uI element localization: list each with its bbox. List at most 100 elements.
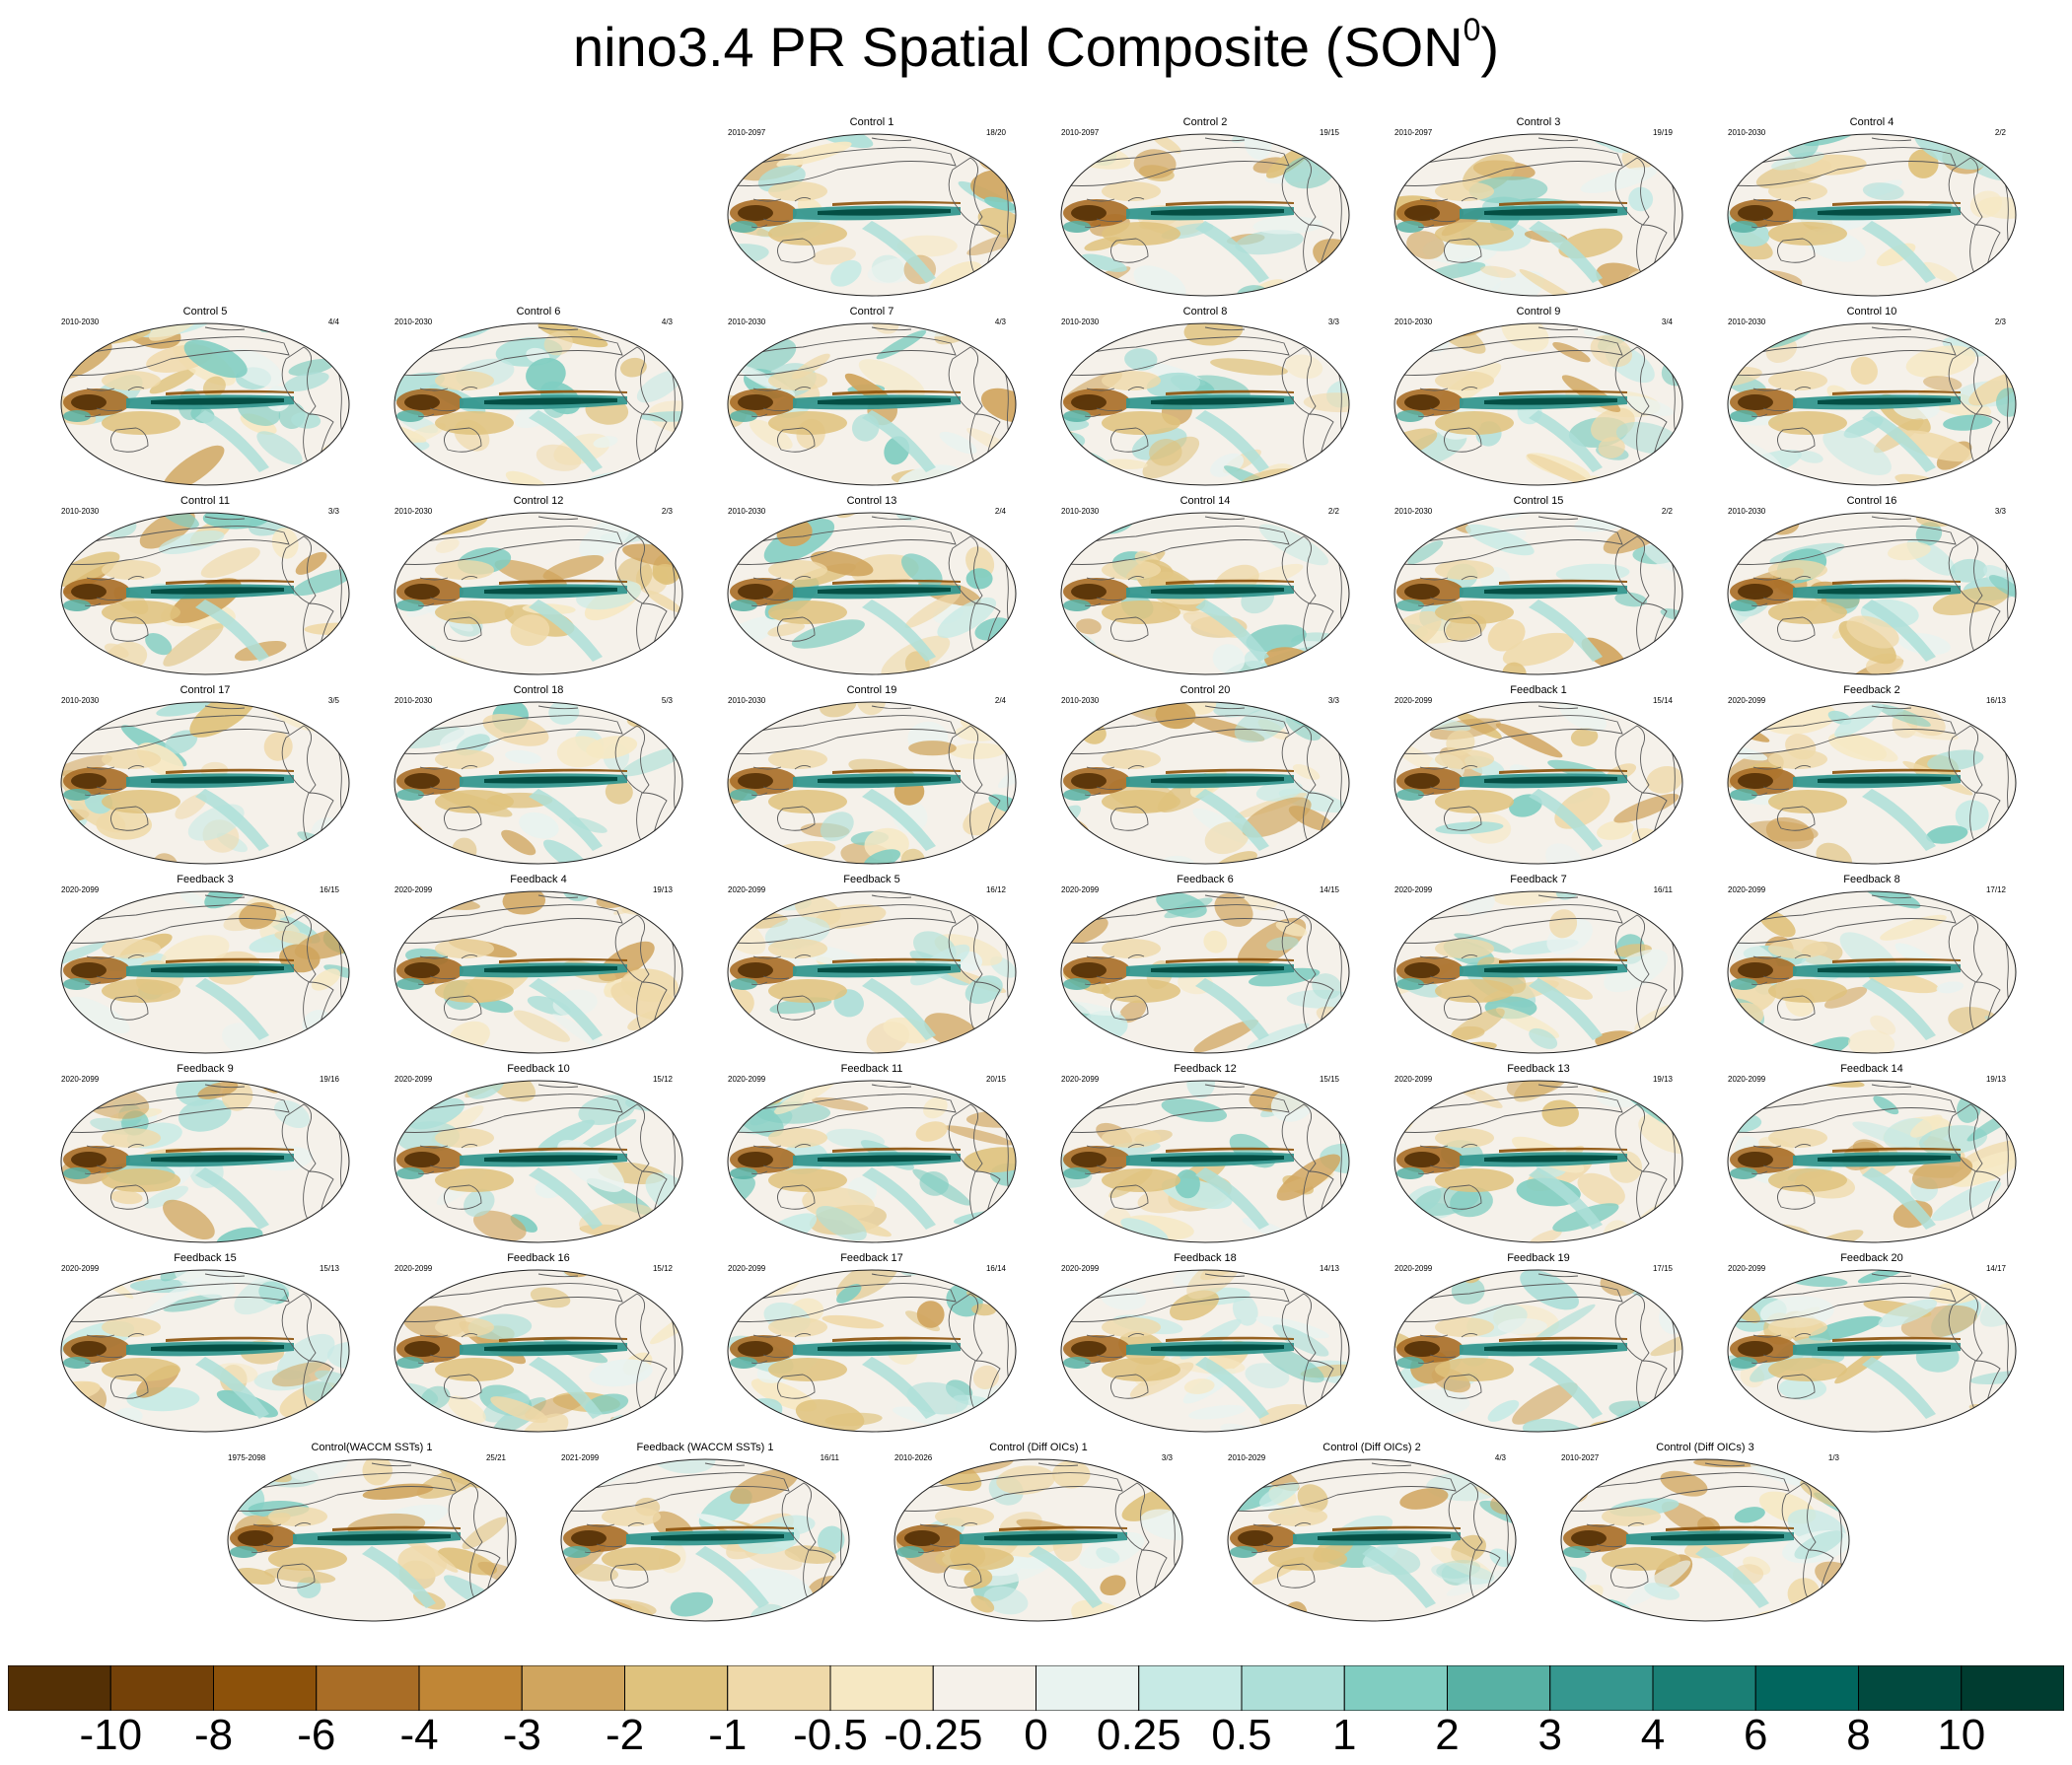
composite-map: [1060, 322, 1350, 486]
panel-event-count: 2/2: [1327, 507, 1339, 516]
panel-event-count: 2/2: [1994, 128, 2006, 137]
colorbar-segment: [109, 1665, 214, 1711]
panel-title: Feedback 18: [1174, 1252, 1237, 1264]
panel-period: 2010-2027: [1561, 1453, 1600, 1462]
panel-period: 2020-2099: [1728, 1264, 1766, 1273]
panel-period: 2010-2030: [61, 507, 100, 516]
panel-event-count: 2/2: [1661, 507, 1673, 516]
panel-title: Control(WACCM SSTs) 1: [311, 1442, 433, 1453]
map-panel: Control 5 2010-2030 4/4: [57, 306, 353, 488]
panel-period: 2010-2030: [394, 507, 433, 516]
composite-map: [1060, 133, 1350, 297]
panel-title: Feedback 12: [1174, 1063, 1237, 1075]
composite-map: [1727, 133, 2017, 297]
panel-period: 2020-2099: [1728, 696, 1766, 705]
composite-map: [1727, 890, 2017, 1054]
composite-map: [1227, 1458, 1517, 1622]
composite-map: [393, 322, 683, 486]
panel-period: 2010-2030: [1394, 318, 1433, 326]
map-panel: Feedback 16 2020-2099 15/12: [391, 1252, 686, 1435]
panel-event-count: 16/12: [985, 885, 1006, 894]
colorbar-tick-label: 4: [1640, 1711, 1666, 1759]
map-panel: Feedback 5 2020-2099 16/12: [724, 874, 1020, 1056]
panel-title: Feedback 17: [840, 1252, 903, 1264]
composite-map: [1393, 1269, 1683, 1433]
map-panel: Feedback 6 2020-2099 14/15: [1057, 874, 1353, 1056]
panel-event-count: 15/12: [652, 1264, 673, 1273]
colorbar-segment: [932, 1665, 1036, 1711]
composite-map: [1393, 1080, 1683, 1243]
panel-title: Feedback 5: [843, 874, 900, 885]
colorbar-segment: [1036, 1665, 1140, 1711]
composite-map: [1560, 1458, 1850, 1622]
panel-title: Feedback 14: [1840, 1063, 1903, 1075]
colorbar-segment: [1138, 1665, 1243, 1711]
panel-period: 2010-2097: [728, 128, 766, 137]
map-panel: Feedback (WACCM SSTs) 1 2021-2099 16/11: [557, 1442, 853, 1624]
composite-map: [393, 1269, 683, 1433]
panel-period: 2020-2099: [394, 1264, 433, 1273]
panel-event-count: 16/11: [1653, 885, 1673, 894]
panel-event-count: 1/3: [1827, 1453, 1839, 1462]
panel-period: 2020-2099: [1728, 1075, 1766, 1084]
colorbar-tick-label: -10: [79, 1711, 143, 1759]
panel-period: 2020-2099: [61, 1264, 100, 1273]
map-panel: Control 19 2010-2030 2/4: [724, 684, 1020, 867]
colorbar-tick-label: -0.5: [793, 1711, 868, 1759]
composite-map: [560, 1458, 850, 1622]
panel-title: Feedback 16: [507, 1252, 570, 1264]
colorbar-segment: [8, 1665, 111, 1711]
panel-period: 2010-2026: [894, 1453, 933, 1462]
composite-map: [727, 1269, 1017, 1433]
panel-title: Control 8: [1182, 306, 1228, 318]
panel-period: 2020-2099: [61, 1075, 100, 1084]
panel-title: Feedback 10: [507, 1063, 570, 1075]
panel-event-count: 19/19: [1652, 128, 1673, 137]
panel-event-count: 4/3: [661, 318, 673, 326]
panel-event-count: 16/11: [820, 1453, 839, 1462]
map-panel: Control(WACCM SSTs) 1 1975-2098 25/21: [224, 1442, 520, 1624]
map-panel: Control (Diff OICs) 2 2010-2029 4/3: [1224, 1442, 1520, 1624]
panel-period: 2010-2030: [1728, 318, 1766, 326]
panel-period: 2010-2030: [1061, 696, 1100, 705]
panel-event-count: 4/3: [994, 318, 1006, 326]
panel-title: Control 14: [1179, 495, 1231, 507]
colorbar: [8, 1665, 2064, 1711]
composite-map: [1727, 322, 2017, 486]
composite-map: [1727, 512, 2017, 675]
panel-event-count: 17/12: [1985, 885, 2006, 894]
panel-event-count: 3/3: [1327, 318, 1339, 326]
panel-title: Control 2: [1182, 116, 1228, 128]
panel-title: Control 18: [513, 684, 564, 696]
composite-map: [60, 1269, 350, 1433]
map-panel: Control 10 2010-2030 2/3: [1724, 306, 2020, 488]
panel-event-count: 15/14: [1652, 696, 1673, 705]
map-panel: Control 20 2010-2030 3/3: [1057, 684, 1353, 867]
panel-event-count: 2/4: [994, 507, 1006, 516]
colorbar-tick-label: 10: [1937, 1711, 1986, 1759]
composite-map: [1060, 701, 1350, 865]
map-panel: Control 9 2010-2030 3/4: [1391, 306, 1686, 488]
map-panel: Feedback 11 2020-2099 20/15: [724, 1063, 1020, 1245]
panel-title: Control 12: [513, 495, 564, 507]
map-panel: Feedback 13 2020-2099 19/13: [1391, 1063, 1686, 1245]
map-panel: Feedback 9 2020-2099 19/16: [57, 1063, 353, 1245]
panel-title: Feedback 15: [174, 1252, 237, 1264]
panel-title: Feedback 9: [177, 1063, 234, 1075]
panel-event-count: 14/15: [1319, 885, 1339, 894]
panel-title: Feedback 11: [840, 1063, 903, 1075]
map-panel: Feedback 17 2020-2099 16/14: [724, 1252, 1020, 1435]
panel-period: 2010-2030: [61, 318, 100, 326]
map-panel: Feedback 1 2020-2099 15/14: [1391, 684, 1686, 867]
colorbar-segment: [727, 1665, 831, 1711]
colorbar-segment: [316, 1665, 420, 1711]
composite-map: [227, 1458, 517, 1622]
panel-period: 2010-2030: [728, 507, 766, 516]
panel-event-count: 17/15: [1652, 1264, 1673, 1273]
panel-period: 2010-2030: [1061, 507, 1100, 516]
map-panel: Control 14 2010-2030 2/2: [1057, 495, 1353, 677]
map-panel: Control 1 2010-2097 18/20: [724, 116, 1020, 299]
panel-title: Feedback 4: [510, 874, 567, 885]
composite-map: [60, 701, 350, 865]
composite-map: [60, 322, 350, 486]
